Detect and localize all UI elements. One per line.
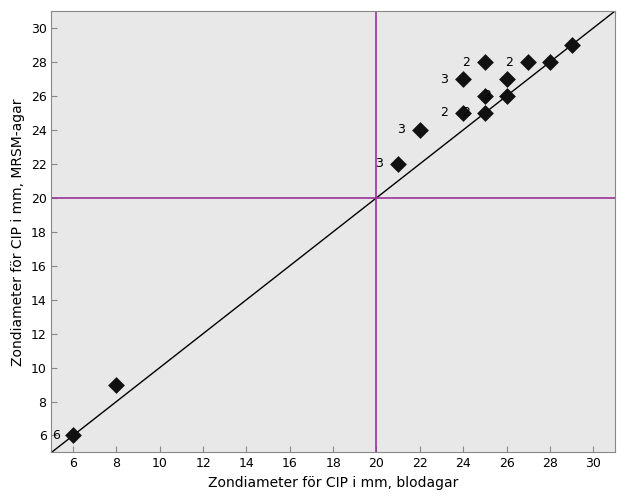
Text: 6: 6 xyxy=(52,429,60,442)
Text: 2: 2 xyxy=(462,107,470,119)
Point xyxy=(523,58,533,66)
Text: 3: 3 xyxy=(440,73,448,86)
Text: 3: 3 xyxy=(375,157,383,170)
Point xyxy=(501,75,511,83)
Text: 2: 2 xyxy=(440,107,448,119)
Text: 2: 2 xyxy=(505,56,513,69)
Point xyxy=(68,431,78,439)
X-axis label: Zondiameter för CIP i mm, blodagar: Zondiameter för CIP i mm, blodagar xyxy=(208,476,458,490)
Point xyxy=(458,109,468,117)
Text: 3: 3 xyxy=(397,123,404,136)
Text: 2: 2 xyxy=(462,56,470,69)
Point xyxy=(458,75,468,83)
Point xyxy=(393,160,403,168)
Point xyxy=(501,92,511,100)
Text: 2: 2 xyxy=(483,90,491,103)
Point xyxy=(480,109,490,117)
Point xyxy=(111,381,121,389)
Point xyxy=(567,41,577,49)
Y-axis label: Zondiameter för CIP i mm, MRSM-agar: Zondiameter för CIP i mm, MRSM-agar xyxy=(11,98,25,366)
Point xyxy=(480,58,490,66)
Point xyxy=(480,92,490,100)
Point xyxy=(545,58,555,66)
Point xyxy=(415,126,425,134)
